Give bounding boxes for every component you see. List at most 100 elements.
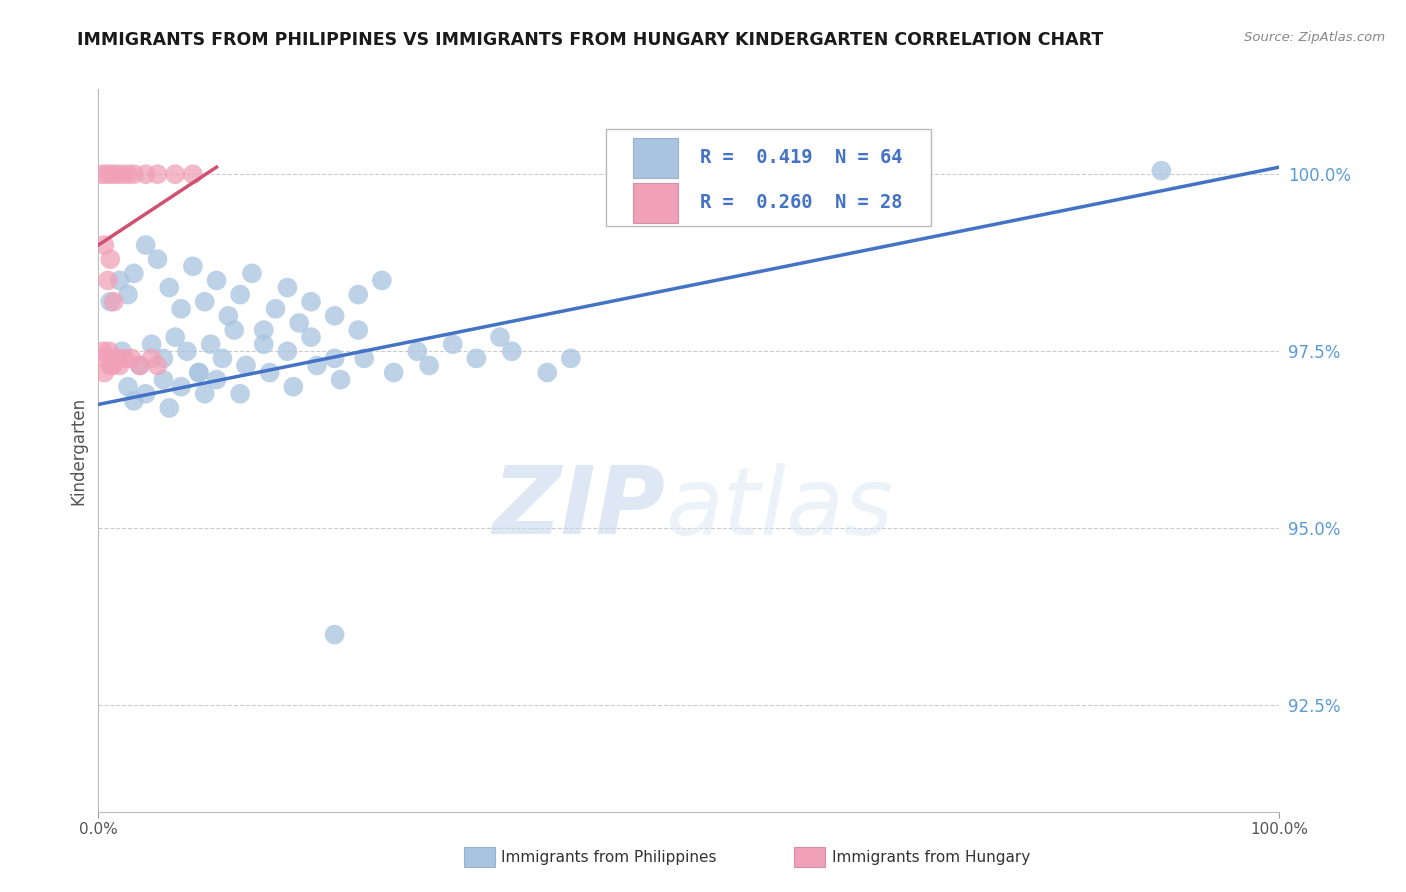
Point: [299, 330, 322, 344]
Point: [111, 167, 134, 181]
Point: [501, 344, 523, 359]
Point: [101, 359, 124, 373]
Point: [205, 373, 228, 387]
Point: [229, 386, 252, 401]
Point: [108, 359, 131, 373]
Point: [329, 373, 352, 387]
Text: Source: ZipAtlas.com: Source: ZipAtlas.com: [1244, 31, 1385, 45]
Point: [200, 337, 222, 351]
Point: [100, 167, 122, 181]
Point: [235, 359, 257, 373]
Point: [146, 167, 169, 181]
Point: [108, 273, 131, 287]
Point: [194, 386, 217, 401]
Point: [121, 351, 143, 366]
Point: [91, 344, 114, 359]
Point: [91, 167, 114, 181]
Point: [305, 359, 328, 373]
Text: N = 64: N = 64: [835, 148, 903, 168]
Point: [276, 280, 298, 294]
Point: [98, 344, 121, 359]
Point: [128, 359, 150, 373]
Point: [283, 380, 305, 394]
Point: [128, 359, 150, 373]
Point: [187, 366, 209, 380]
Point: [176, 344, 198, 359]
Point: [323, 627, 346, 641]
Point: [165, 167, 187, 181]
Point: [93, 238, 115, 252]
Point: [93, 366, 115, 380]
Point: [105, 167, 128, 181]
Point: [122, 393, 145, 408]
Text: Immigrants from Philippines: Immigrants from Philippines: [501, 850, 716, 864]
Point: [141, 351, 163, 366]
Point: [187, 366, 209, 380]
Point: [229, 287, 252, 301]
Text: N = 28: N = 28: [835, 194, 903, 212]
Point: [224, 323, 246, 337]
Point: [135, 238, 157, 252]
Point: [94, 351, 117, 366]
Point: [122, 266, 145, 280]
Point: [135, 386, 157, 401]
Point: [276, 344, 298, 359]
Point: [146, 252, 169, 267]
Text: ZIP: ZIP: [492, 462, 665, 554]
Point: [112, 351, 135, 366]
Point: [111, 344, 134, 359]
Point: [181, 260, 204, 274]
Point: [103, 294, 125, 309]
Point: [1150, 163, 1173, 178]
Point: [489, 330, 512, 344]
Point: [194, 294, 217, 309]
Point: [157, 401, 180, 415]
Point: [418, 359, 440, 373]
Point: [560, 351, 582, 366]
Point: [157, 280, 180, 294]
Point: [371, 273, 394, 287]
Point: [141, 337, 163, 351]
Point: [117, 167, 139, 181]
Point: [217, 309, 239, 323]
Point: [253, 323, 276, 337]
Point: [382, 366, 405, 380]
Point: [98, 252, 121, 267]
Point: [259, 366, 281, 380]
Y-axis label: Kindergarten: Kindergarten: [69, 396, 87, 505]
Text: Immigrants from Hungary: Immigrants from Hungary: [832, 850, 1031, 864]
Point: [97, 273, 120, 287]
Point: [253, 337, 276, 351]
Text: IMMIGRANTS FROM PHILIPPINES VS IMMIGRANTS FROM HUNGARY KINDERGARTEN CORRELATION : IMMIGRANTS FROM PHILIPPINES VS IMMIGRANT…: [77, 31, 1104, 49]
Point: [98, 359, 121, 373]
Point: [152, 351, 174, 366]
Point: [299, 294, 322, 309]
Point: [353, 351, 375, 366]
Point: [347, 323, 370, 337]
Point: [117, 287, 139, 301]
Point: [347, 287, 370, 301]
Point: [323, 351, 346, 366]
Point: [240, 266, 263, 280]
Point: [96, 167, 118, 181]
Point: [211, 351, 233, 366]
Point: [135, 167, 157, 181]
Point: [181, 167, 204, 181]
Point: [264, 301, 287, 316]
Point: [205, 273, 228, 287]
Point: [465, 351, 488, 366]
Point: [441, 337, 464, 351]
Point: [323, 309, 346, 323]
Point: [536, 366, 558, 380]
Point: [117, 380, 139, 394]
Bar: [634, 183, 678, 223]
Point: [105, 351, 128, 366]
Point: [288, 316, 311, 330]
Text: R =  0.419: R = 0.419: [700, 148, 813, 168]
Point: [406, 344, 429, 359]
Text: atlas: atlas: [665, 463, 894, 554]
Point: [122, 167, 145, 181]
FancyBboxPatch shape: [606, 129, 931, 227]
Point: [146, 359, 169, 373]
Point: [170, 301, 193, 316]
